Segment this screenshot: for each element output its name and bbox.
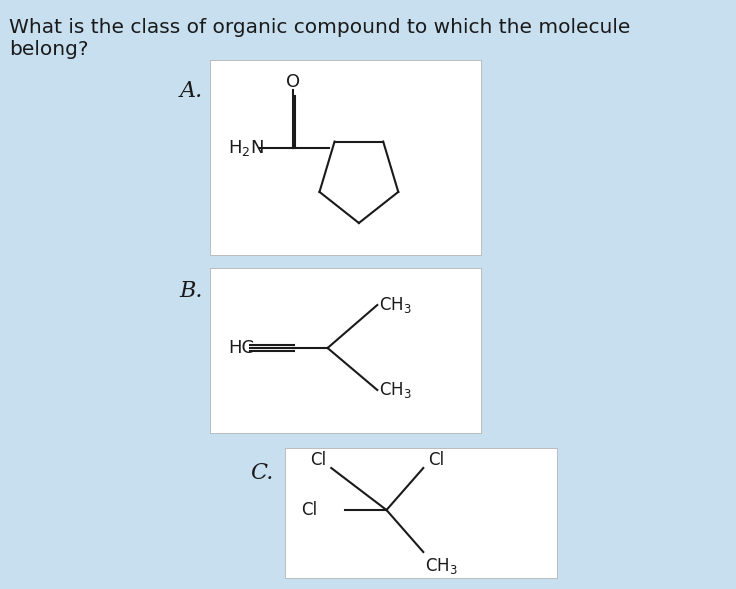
Text: Cl: Cl	[301, 501, 317, 519]
Text: Cl: Cl	[428, 451, 444, 469]
Text: CH$_3$: CH$_3$	[379, 380, 412, 400]
FancyBboxPatch shape	[210, 60, 481, 255]
Text: O: O	[286, 73, 300, 91]
Text: HC: HC	[228, 339, 254, 357]
Text: C.: C.	[250, 462, 274, 484]
Text: H$_2$N: H$_2$N	[228, 138, 264, 158]
Text: CH$_3$: CH$_3$	[379, 295, 412, 315]
Text: A.: A.	[180, 80, 202, 102]
Text: B.: B.	[180, 280, 203, 302]
FancyBboxPatch shape	[210, 268, 481, 433]
FancyBboxPatch shape	[286, 448, 556, 578]
Text: What is the class of organic compound to which the molecule
belong?: What is the class of organic compound to…	[10, 18, 631, 59]
Text: Cl: Cl	[311, 451, 327, 469]
Text: CH$_3$: CH$_3$	[425, 556, 458, 576]
